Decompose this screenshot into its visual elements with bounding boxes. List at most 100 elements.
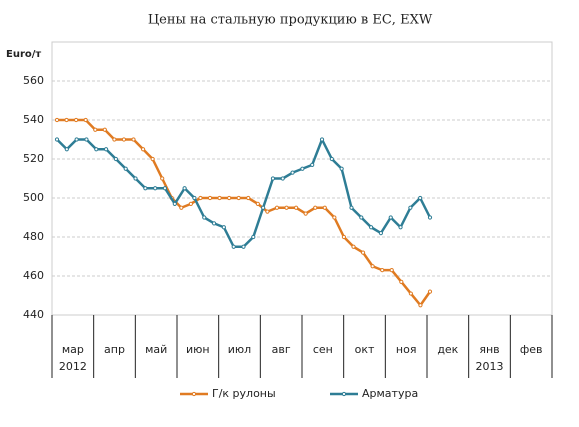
point [408,291,413,296]
point [427,215,433,220]
point [131,137,136,142]
legend-dot [341,391,347,397]
x-tick-label: апр [104,343,125,356]
point [261,205,266,210]
point [198,195,203,201]
point [182,186,187,191]
point [265,209,270,214]
point [388,215,393,220]
point [83,117,88,123]
point [341,234,347,240]
point [160,176,165,181]
series-line [57,118,432,307]
point [303,211,308,216]
point [398,225,403,230]
point [360,250,366,255]
point [231,244,236,249]
point [140,147,146,152]
point [217,195,222,201]
point [294,205,299,210]
point [359,215,364,220]
point [418,303,423,308]
x-tick-label: авг [272,343,291,356]
point [310,162,315,167]
point [54,117,60,123]
point [192,195,197,201]
point [369,225,374,230]
point [399,279,404,284]
chart-title: Цены на стальную продукцию в ЕС, EXW [148,13,433,28]
point [143,186,148,191]
point [93,127,98,132]
point [246,195,251,201]
point [103,147,109,152]
x-tick-label: ноя [396,343,417,356]
point [329,156,334,162]
year-label: 2012 [59,360,87,373]
point [207,195,213,201]
x-tick-label: янв [479,343,499,356]
point [153,186,158,191]
point [202,215,207,220]
y-tick-label: 480 [23,230,44,243]
point [211,221,217,226]
legend-dot [191,391,197,397]
point [408,205,413,210]
x-tick-label: июл [228,343,251,356]
y-tick-label: 520 [23,152,44,165]
point [113,156,118,162]
point [284,205,289,210]
point [332,215,337,220]
point [172,201,177,206]
x-tick-label: мар [62,343,84,356]
point [150,156,155,162]
x-tick-label: окт [355,343,375,356]
point [322,205,327,210]
point [270,176,276,181]
point [64,147,69,152]
point [94,147,99,152]
point [188,201,193,206]
point [380,268,385,273]
point [300,166,305,171]
point [418,195,423,201]
point [427,289,433,294]
point [378,231,384,236]
point [123,166,128,171]
point [349,205,354,210]
point [280,176,285,181]
point [74,137,79,142]
point [133,176,138,181]
point [102,127,107,132]
point [54,137,60,142]
x-tick-label: дек [437,343,458,356]
legend-label: Арматура [362,387,418,400]
point [319,137,325,142]
point [121,137,127,142]
point [255,201,260,206]
year-label: 2013 [476,360,504,373]
x-tick-label: май [145,343,167,356]
point [313,205,318,210]
y-tick-label: 500 [23,191,44,204]
point [274,205,280,210]
point [221,225,226,230]
point [227,195,232,201]
point [339,166,344,171]
y-tick-label: 440 [23,308,44,321]
x-tick-label: сен [313,343,333,356]
point [290,170,295,175]
point [236,195,241,201]
series-line [56,138,432,248]
point [370,264,375,269]
point [74,117,79,123]
x-tick-label: фев [520,343,543,356]
point [241,244,246,249]
point [179,205,184,210]
plot-area [51,41,553,316]
point [251,234,256,240]
y-tick-label: 560 [23,74,44,87]
point [112,137,117,142]
y-axis-label: Euro/т [6,49,41,60]
